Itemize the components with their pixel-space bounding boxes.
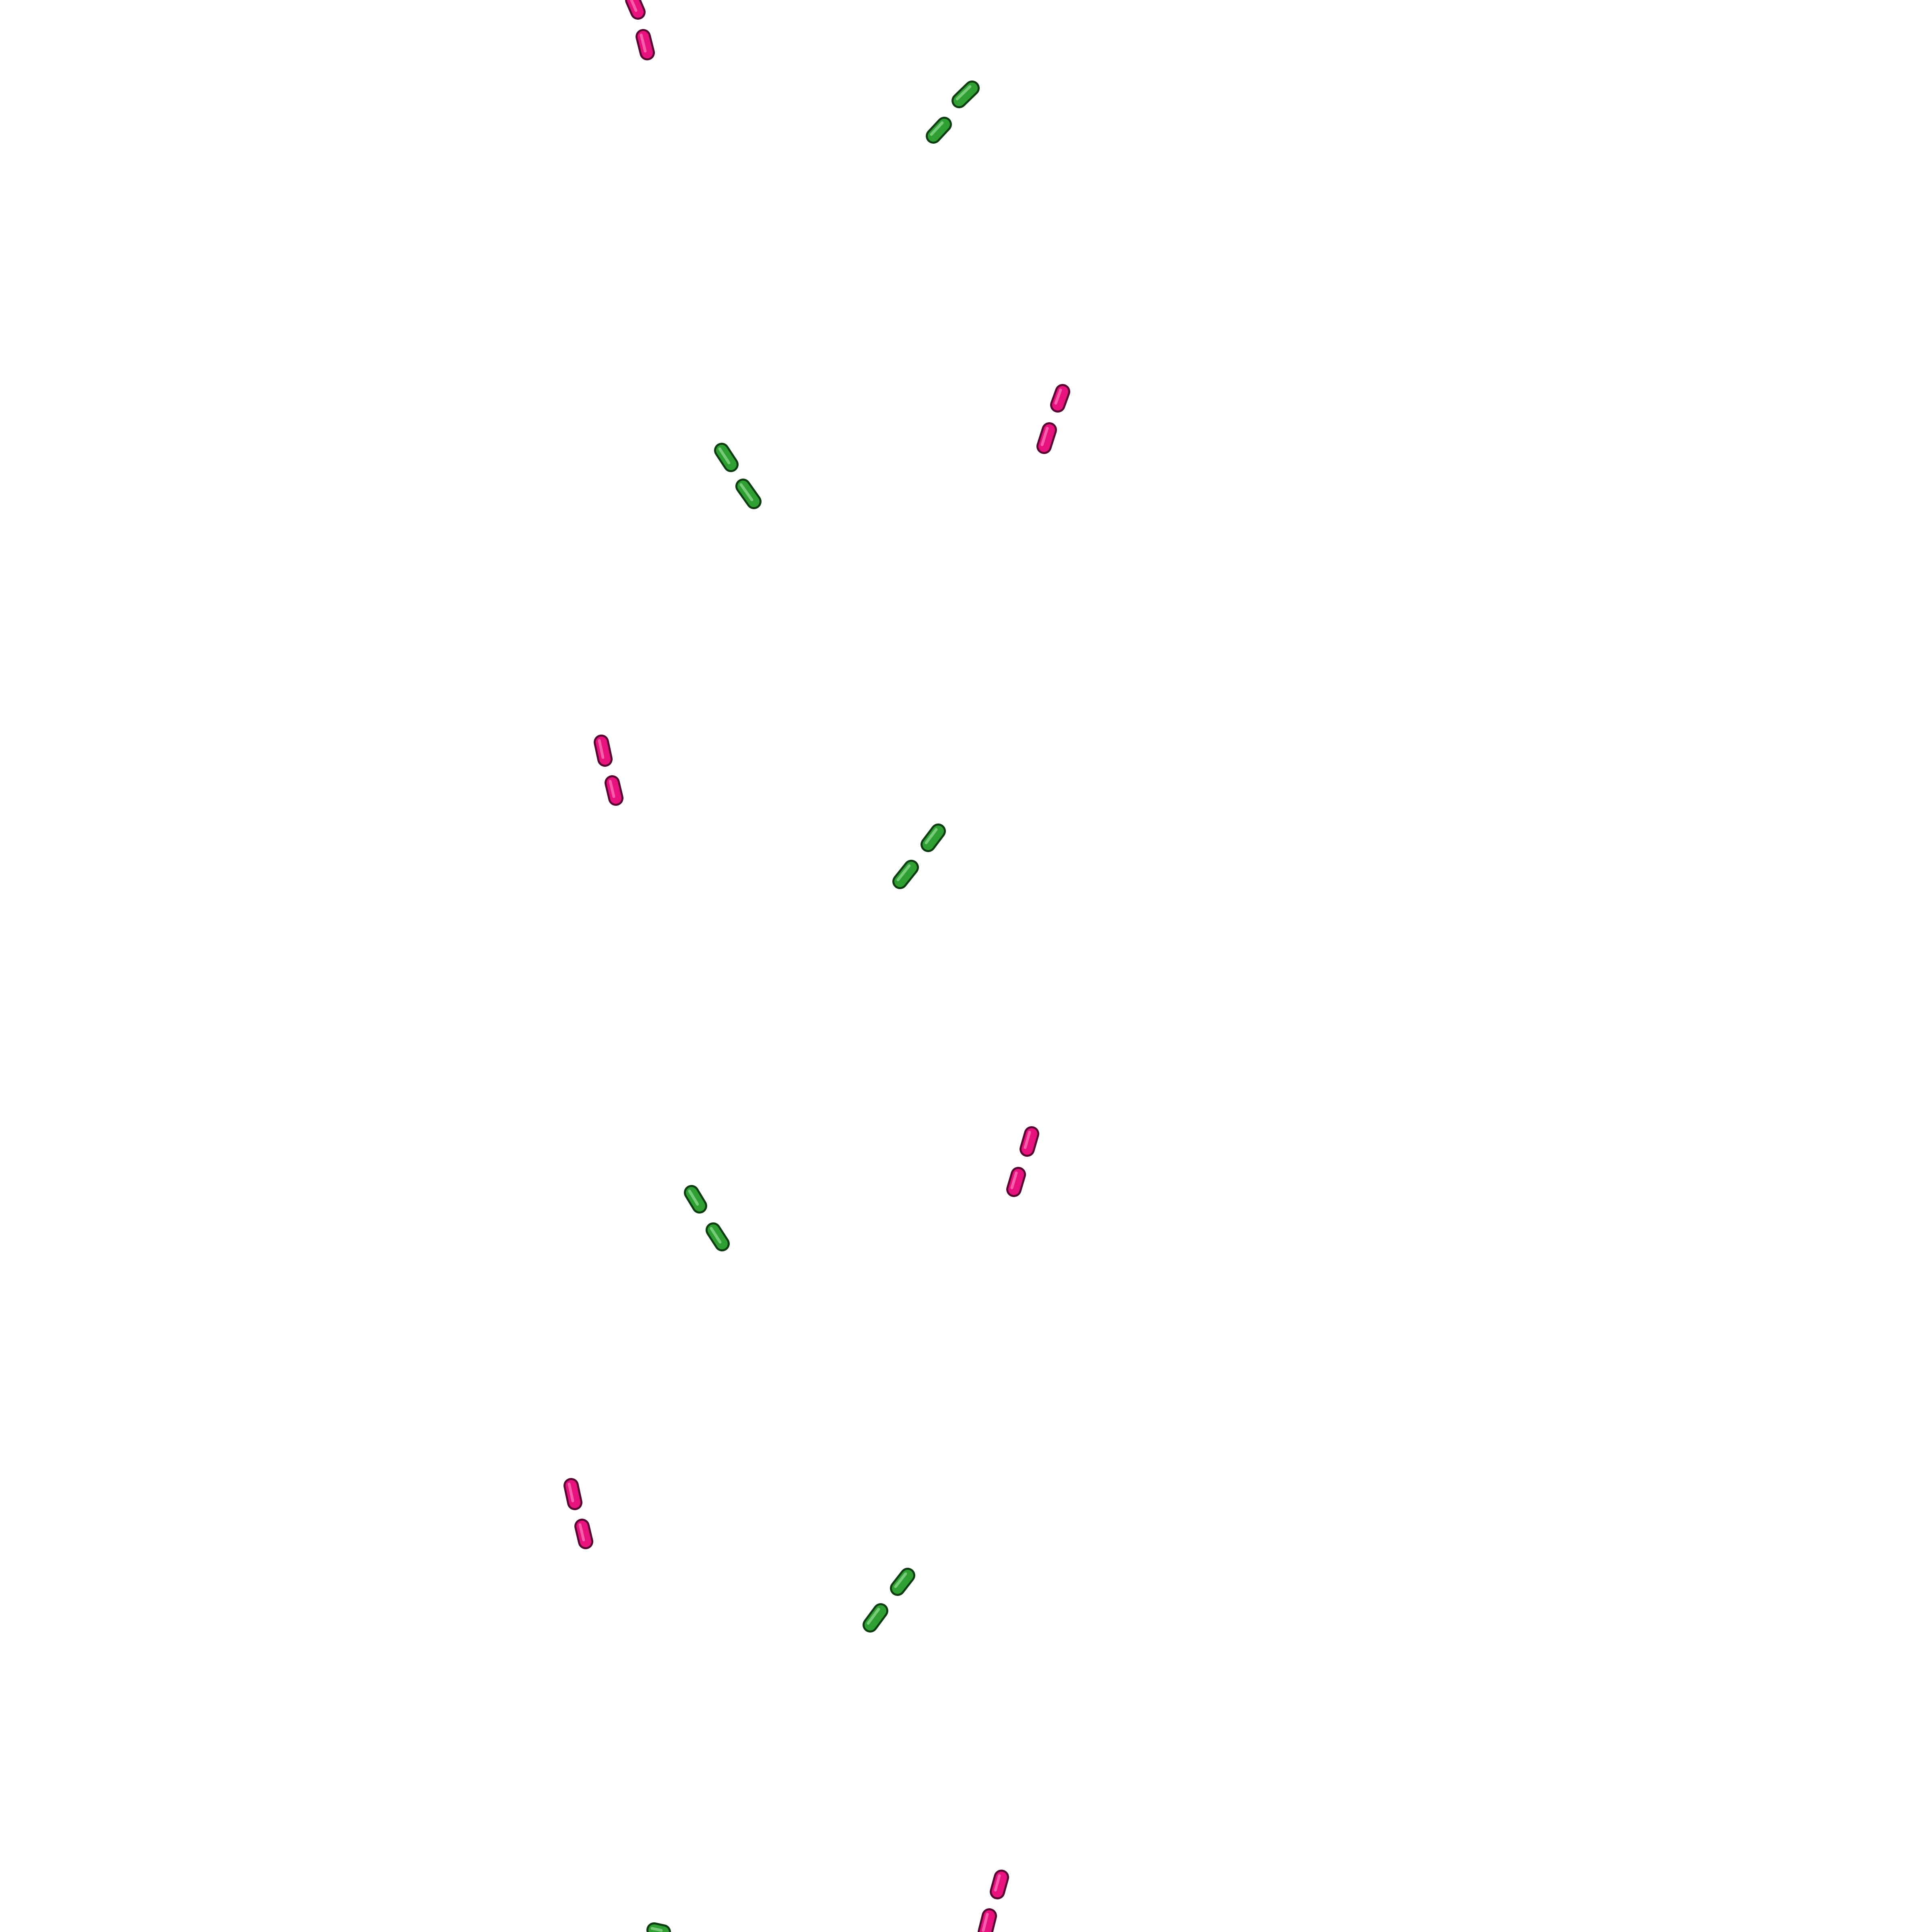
pair-green-1-dash-2: [926, 117, 952, 144]
pair-magenta-4: [1006, 1126, 1039, 1197]
pair-green-4-dash-1: [684, 1185, 707, 1214]
pair-green-3: [892, 824, 946, 889]
pair-magenta-5-dash-1: [564, 1478, 582, 1510]
pair-green-2: [714, 443, 762, 509]
pair-green-4: [684, 1185, 730, 1251]
pair-magenta-6-dash-1: [990, 1870, 1009, 1899]
dash-pairs-group: [564, 0, 1070, 1932]
pair-green-5-dash-2: [863, 1603, 888, 1633]
pair-green-2-dash-2: [735, 479, 762, 509]
pair-magenta-2-dash-2: [1036, 422, 1057, 454]
pair-magenta-3-dash-2: [605, 775, 623, 806]
pair-magenta-6: [978, 1870, 1009, 1932]
pair-green-5: [863, 1568, 915, 1633]
pair-green-5-dash-1: [890, 1568, 915, 1596]
pair-magenta-1: [625, 0, 655, 60]
pair-magenta-2-dash-1: [1050, 384, 1070, 413]
pair-green-6: [646, 1922, 671, 1932]
pair-magenta-1-dash-1: [625, 0, 646, 20]
pair-green-4-dash-2: [706, 1222, 730, 1251]
pair-magenta-2: [1036, 384, 1070, 454]
pair-magenta-3: [594, 735, 623, 806]
pair-green-1-dash-1: [952, 80, 980, 108]
pair-magenta-5: [564, 1478, 593, 1549]
pair-green-2-dash-1: [714, 443, 739, 472]
pair-green-6-dash-1: [646, 1922, 671, 1932]
pair-magenta-1-dash-2: [636, 29, 655, 60]
pair-magenta-6-dash-2: [978, 1908, 997, 1932]
pair-magenta-4-dash-1: [1020, 1126, 1039, 1157]
pair-green-3-dash-1: [921, 824, 946, 852]
pair-magenta-5-dash-2: [574, 1519, 593, 1549]
pair-green-1: [926, 80, 980, 144]
pair-green-3-dash-2: [892, 860, 919, 889]
pair-magenta-3-dash-1: [594, 735, 613, 767]
pair-magenta-4-dash-2: [1006, 1167, 1026, 1197]
